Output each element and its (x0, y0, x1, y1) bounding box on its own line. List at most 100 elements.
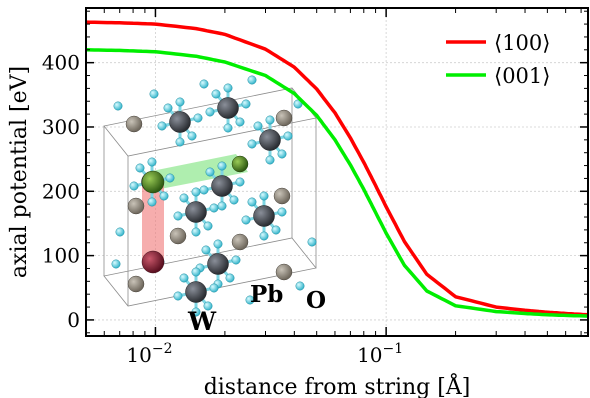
oxygen-atom (245, 295, 255, 305)
x-axis-label: distance from string [Å] (204, 372, 471, 398)
oxygen-atom (175, 137, 185, 147)
oxygen-atom (247, 197, 257, 207)
tungsten-atom (185, 201, 207, 223)
oxygen-atom (165, 173, 175, 183)
atoms (111, 75, 317, 317)
oxygen-atom (247, 139, 257, 149)
y-tick-label-0: 0 (67, 308, 80, 332)
lead-atom (231, 233, 249, 251)
oxygen-atom (179, 193, 189, 203)
oxygen-atom (173, 291, 183, 301)
oxygen-atom (163, 103, 173, 113)
oxygen-atom (115, 227, 125, 237)
oxygen-atom (241, 99, 251, 109)
lead-atom (169, 227, 187, 245)
oxygen-atom (293, 99, 303, 109)
oxygen-atom (223, 123, 233, 133)
lead-atom (273, 187, 291, 205)
axis-ticks: 0 100 200 300 400 10−2 10−1 (42, 8, 588, 367)
oxygen-atom (191, 267, 201, 277)
oxygen-atom (277, 207, 287, 217)
legend: ⟨100⟩ ⟨001⟩ (446, 31, 550, 88)
legend-label-100: ⟨100⟩ (494, 31, 550, 55)
oxygen-atom (199, 185, 209, 195)
oxygen-atom (265, 155, 275, 165)
oxygen-atom (259, 191, 269, 201)
lead-atom (125, 115, 143, 133)
oxygen-atom (217, 161, 227, 171)
tungsten-atom (207, 253, 229, 275)
oxygen-atom (209, 203, 219, 213)
crystal-structure-inset: Pb O W (103, 75, 326, 336)
oxygen-atom (259, 231, 269, 241)
inset-label-o: O (306, 287, 326, 314)
highlighted-green-atom (141, 170, 165, 194)
oxygen-atom (265, 115, 275, 125)
oxygen-atom (229, 195, 239, 205)
oxygen-atom (235, 177, 245, 187)
tungsten-atom (217, 97, 239, 119)
inset-label-pb: Pb (250, 281, 283, 308)
oxygen-atom (187, 131, 197, 141)
oxygen-atom (205, 167, 215, 177)
oxygen-atom (135, 163, 145, 173)
oxygen-atom (147, 197, 157, 207)
oxygen-atom (193, 113, 203, 123)
x-tick-label-0: 10−2 (126, 341, 172, 367)
oxygen-atom (191, 227, 201, 237)
lead-atom (127, 275, 145, 293)
y-axis-label: axial potential [eV] (7, 66, 32, 278)
oxygen-atom (209, 283, 219, 293)
oxygen-atom (217, 201, 227, 211)
oxygen-atom (149, 89, 159, 99)
oxygen-atom (201, 245, 211, 255)
tungsten-atom (253, 205, 275, 227)
y-tick-label-1: 100 (42, 244, 80, 268)
oxygen-atom (223, 83, 233, 93)
data-series (86, 20, 588, 318)
oxygen-atom (113, 101, 123, 111)
oxygen-atom (147, 157, 157, 167)
oxygen-atom (213, 239, 223, 249)
oxygen-atom (173, 211, 183, 221)
oxygen-atom (247, 75, 257, 85)
oxygen-atom (225, 273, 235, 283)
oxygen-atom (241, 215, 251, 225)
tungsten-atom (211, 175, 233, 197)
highlighted-red-atom (141, 250, 165, 274)
oxygen-atom (211, 89, 221, 99)
plot-frame (85, 7, 589, 337)
y-tick-label-4: 400 (42, 51, 80, 75)
y-tick-label-3: 300 (42, 115, 80, 139)
tungsten-atom (185, 281, 207, 303)
lead-atom (275, 109, 293, 127)
oxygen-atom (235, 117, 245, 127)
oxygen-atom (179, 273, 189, 283)
x-tick-label-1: 10−1 (357, 341, 403, 367)
unit-cell-outline (103, 87, 317, 307)
inset-label-w: W (187, 307, 217, 336)
oxygen-atom (253, 121, 263, 131)
oxygen-atom (277, 149, 287, 159)
oxygen-atom (191, 187, 201, 197)
oxygen-atom (159, 191, 169, 201)
red-string-band (142, 182, 164, 262)
oxygen-atom (231, 255, 241, 265)
lead-atom (275, 263, 293, 281)
oxygen-atom (271, 225, 281, 235)
oxygen-atom (199, 79, 209, 89)
y-tick-label-2: 200 (42, 179, 80, 203)
oxygen-atom (205, 107, 215, 117)
lead-atom (127, 197, 145, 215)
highlighted-green-atom (231, 155, 249, 173)
oxygen-atom (307, 237, 317, 247)
series-line-1 (86, 48, 588, 318)
legend-label-001: ⟨001⟩ (494, 64, 550, 88)
tungsten-atom (169, 111, 191, 133)
oxygen-atom (129, 181, 139, 191)
oxygen-atom (203, 301, 213, 311)
oxygen-atom (203, 221, 213, 231)
oxygen-atom (295, 281, 305, 291)
oxygen-atom (191, 307, 201, 317)
